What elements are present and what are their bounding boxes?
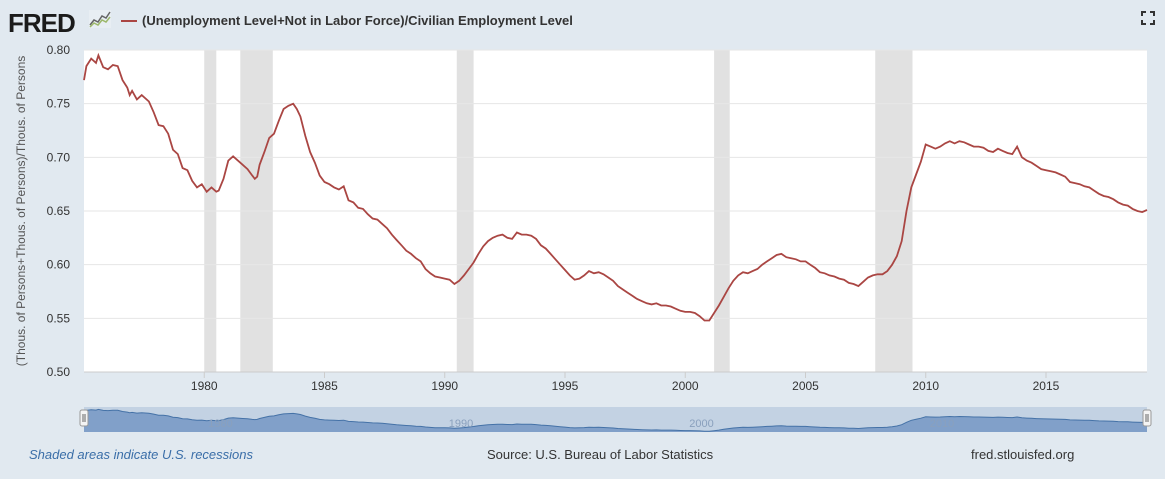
x-tick-label: 2000 (672, 379, 699, 393)
navigator-area (84, 409, 1147, 432)
x-tick-label: 1990 (431, 379, 458, 393)
y-tick-label: 0.65 (47, 204, 71, 218)
site-link[interactable]: fred.stlouisfed.org (971, 447, 1075, 462)
navigator-line (83, 408, 1148, 432)
fred-logo[interactable]: FRED (8, 8, 76, 38)
navigator-labels: 1980 1990 2000 2010 (208, 418, 954, 430)
fred-graph-icon (89, 10, 111, 28)
navigator-label: 1980 (208, 418, 232, 430)
navigator-label: 2000 (689, 418, 713, 430)
series-legend: (Unemployment Level+Not in Labor Force)/… (121, 13, 573, 28)
x-axis: 1980 1985 1990 1995 2000 2005 2010 2015 (191, 372, 1060, 393)
y-tick-label: 0.60 (47, 258, 71, 272)
y-tick-label: 0.50 (47, 365, 71, 379)
y-axis-label: (Thous. of Persons+Thous. of Persons)/Th… (14, 56, 28, 366)
x-tick-label: 2005 (792, 379, 819, 393)
series-title[interactable]: (Unemployment Level+Not in Labor Force)/… (142, 13, 573, 28)
navigator-right-handle[interactable] (1142, 409, 1152, 427)
fullscreen-icon[interactable] (1141, 11, 1155, 25)
y-axis: 0.50 0.55 0.60 0.65 0.70 0.75 0.80 (47, 43, 1147, 379)
y-tick-label: 0.80 (47, 43, 71, 57)
navigator-label: 1990 (449, 418, 473, 430)
y-tick-label: 0.75 (47, 97, 71, 111)
chart-header: FRED (Unemployment Level+Not in Labor Fo… (0, 0, 1165, 40)
line-chart: 0.50 0.55 0.60 0.65 0.70 0.75 0.80 1980 1985 199… (14, 43, 1152, 432)
recession-note-link[interactable]: Shaded areas indicate U.S. recessions (29, 447, 254, 462)
x-tick-label: 2015 (1033, 379, 1060, 393)
navigator-label: 2010 (930, 418, 954, 430)
source-credit: Source: U.S. Bureau of Labor Statistics (487, 447, 714, 462)
legend-swatch (121, 19, 137, 22)
x-tick-label: 1980 (191, 379, 218, 393)
x-tick-label: 2010 (912, 379, 939, 393)
x-tick-label: 1985 (311, 379, 338, 393)
navigator-left-handle[interactable] (79, 409, 89, 427)
y-tick-label: 0.70 (47, 150, 71, 164)
range-navigator[interactable]: 1980 1990 2000 2010 (79, 407, 1152, 432)
gridlines (84, 49, 1147, 319)
y-tick-label: 0.55 (47, 311, 71, 325)
x-tick-label: 1995 (552, 379, 579, 393)
series-line (83, 52, 1148, 322)
